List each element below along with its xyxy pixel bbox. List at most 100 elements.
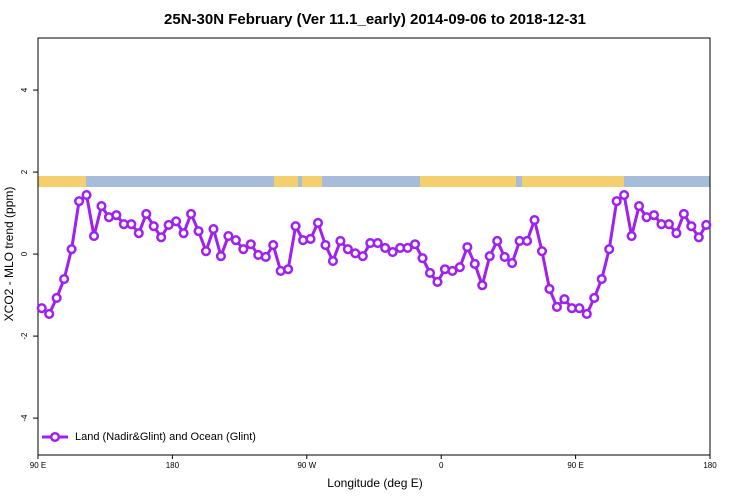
data-point bbox=[208, 224, 219, 235]
data-point bbox=[133, 228, 144, 239]
data-point bbox=[507, 258, 518, 269]
data-point bbox=[648, 210, 660, 221]
data-point bbox=[477, 280, 488, 291]
data-point bbox=[604, 244, 615, 255]
data-point bbox=[178, 228, 189, 239]
data-point bbox=[163, 219, 174, 231]
data-point bbox=[492, 235, 503, 247]
y-tick-label: -2 bbox=[20, 332, 29, 340]
data-point bbox=[551, 301, 562, 313]
data-point bbox=[342, 244, 353, 255]
plot-frame bbox=[37, 37, 711, 456]
data-point bbox=[693, 232, 704, 243]
data-point bbox=[36, 303, 47, 314]
data-point bbox=[66, 244, 77, 255]
data-point bbox=[484, 251, 495, 262]
y-axis-title: XCO2 - MLO trend (ppm) bbox=[2, 187, 16, 322]
data-point bbox=[245, 239, 256, 250]
data-point bbox=[148, 221, 159, 232]
data-point bbox=[686, 221, 697, 232]
data-point bbox=[529, 215, 540, 226]
data-point bbox=[193, 226, 204, 237]
land-band bbox=[38, 176, 86, 187]
data-point bbox=[305, 233, 316, 244]
data-point bbox=[260, 251, 271, 263]
data-point bbox=[44, 308, 55, 319]
land-band bbox=[522, 176, 624, 187]
data-point bbox=[454, 262, 465, 273]
data-point bbox=[186, 208, 197, 219]
y-tick-label: 4 bbox=[20, 87, 29, 92]
x-tick-label: 180 bbox=[166, 461, 180, 470]
data-point bbox=[663, 219, 674, 230]
data-point bbox=[290, 221, 301, 232]
data-point bbox=[634, 201, 645, 212]
data-point bbox=[230, 235, 241, 246]
data-point bbox=[238, 244, 249, 255]
data-point bbox=[619, 189, 630, 201]
data-point bbox=[223, 230, 234, 242]
data-point bbox=[283, 264, 294, 275]
chart-title: 25N-30N February (Ver 11.1_early) 2014-0… bbox=[164, 11, 586, 28]
data-point bbox=[200, 246, 212, 257]
data-point bbox=[581, 308, 592, 319]
data-point bbox=[701, 219, 712, 231]
y-tick-label: 2 bbox=[20, 169, 29, 174]
data-point bbox=[462, 242, 473, 253]
data-point bbox=[574, 303, 585, 314]
data-point bbox=[372, 237, 383, 249]
data-point bbox=[327, 256, 338, 267]
land-band bbox=[274, 176, 298, 187]
data-point bbox=[156, 232, 167, 243]
data-point bbox=[111, 210, 122, 221]
data-point bbox=[596, 274, 607, 285]
data-point bbox=[499, 251, 510, 263]
land-band bbox=[420, 176, 516, 187]
data-point bbox=[74, 196, 85, 207]
data-point bbox=[671, 228, 682, 239]
data-point bbox=[626, 230, 637, 242]
data-point bbox=[559, 294, 570, 305]
data-point bbox=[126, 219, 137, 230]
data-point bbox=[141, 208, 152, 219]
data-point bbox=[410, 239, 421, 250]
data-point bbox=[522, 235, 533, 247]
data-point bbox=[402, 242, 413, 253]
x-tick-label: 90 W bbox=[297, 461, 316, 470]
data-point bbox=[96, 201, 107, 212]
data-point bbox=[268, 240, 279, 251]
data-point bbox=[469, 258, 480, 269]
legend-marker bbox=[49, 431, 61, 443]
data-point bbox=[589, 292, 600, 304]
land-ocean-strip bbox=[38, 176, 710, 187]
x-tick-label: 90 E bbox=[567, 461, 583, 470]
data-point bbox=[320, 240, 331, 251]
data-point bbox=[536, 246, 548, 257]
land-band bbox=[302, 176, 322, 187]
data-point bbox=[611, 196, 622, 207]
data-point bbox=[387, 246, 398, 258]
data-point bbox=[59, 274, 70, 285]
x-tick-label: 90 E bbox=[30, 461, 46, 470]
data-point bbox=[312, 217, 324, 228]
data-point bbox=[544, 283, 555, 294]
y-tick-label: 0 bbox=[20, 251, 29, 256]
data-point bbox=[171, 216, 182, 227]
ocean-band bbox=[38, 176, 710, 187]
data-point bbox=[380, 242, 391, 253]
y-tick-label: -4 bbox=[20, 414, 29, 422]
data-point bbox=[678, 208, 689, 219]
x-tick-label: 180 bbox=[703, 461, 717, 470]
data-point bbox=[357, 251, 368, 262]
data-point bbox=[424, 267, 436, 278]
data-point bbox=[88, 230, 100, 242]
data-point bbox=[447, 265, 458, 276]
data-point bbox=[335, 235, 346, 247]
data-point bbox=[432, 276, 443, 288]
data-point bbox=[417, 253, 428, 264]
data-point bbox=[81, 189, 92, 201]
x-tick-label: 0 bbox=[439, 461, 444, 470]
data-point bbox=[215, 251, 226, 262]
data-point bbox=[51, 292, 62, 304]
